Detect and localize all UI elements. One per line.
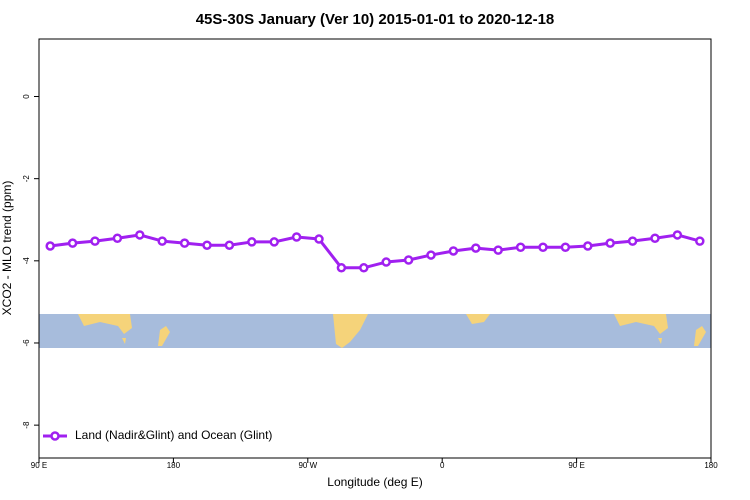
point (695, 236, 705, 246)
x-tick-label: 0 (440, 461, 445, 470)
point (247, 237, 257, 247)
point (157, 236, 167, 246)
y-tick-label: 0 (22, 94, 31, 99)
point (605, 238, 615, 248)
point (269, 237, 279, 247)
point (583, 241, 593, 251)
y-axis-label: XCO2 - MLO trend (ppm) (0, 181, 14, 316)
point (202, 240, 212, 250)
point (291, 232, 302, 242)
point (381, 257, 391, 267)
point (650, 233, 660, 243)
x-tick-label: 180 (704, 461, 718, 470)
x-axis-label: Longitude (deg E) (327, 475, 422, 489)
point (67, 238, 78, 248)
x-tick-label: 90 E (31, 461, 47, 470)
point (45, 241, 55, 251)
y-tick-label: -6 (22, 339, 31, 347)
x-tick-label: 90 E (568, 461, 584, 470)
point (336, 263, 347, 273)
legend-label: Land (Nadir&Glint) and Ocean (Glint) (75, 428, 272, 442)
y-tick-label: -8 (22, 421, 31, 429)
point (314, 234, 324, 244)
point (471, 243, 481, 253)
point (448, 246, 459, 256)
point (224, 240, 235, 250)
point (493, 245, 503, 255)
map-strip (39, 314, 711, 348)
point (359, 263, 369, 273)
point (426, 250, 436, 260)
legend-marker (50, 431, 60, 441)
point (403, 255, 414, 265)
point (672, 230, 683, 240)
point (112, 233, 123, 243)
point (179, 238, 190, 248)
chart-title: 45S-30S January (Ver 10) 2015-01-01 to 2… (196, 11, 555, 28)
x-tick-label: 90 W (298, 461, 317, 470)
x-tick-label: 180 (167, 461, 181, 470)
point (515, 242, 526, 253)
point (560, 242, 571, 253)
point (135, 230, 145, 240)
line (50, 233, 701, 270)
plot-frame (38, 38, 712, 459)
point (538, 242, 548, 253)
point (90, 236, 100, 246)
y-tick-label: -2 (22, 175, 31, 183)
y-tick-label: -4 (22, 257, 31, 265)
point (627, 236, 638, 246)
